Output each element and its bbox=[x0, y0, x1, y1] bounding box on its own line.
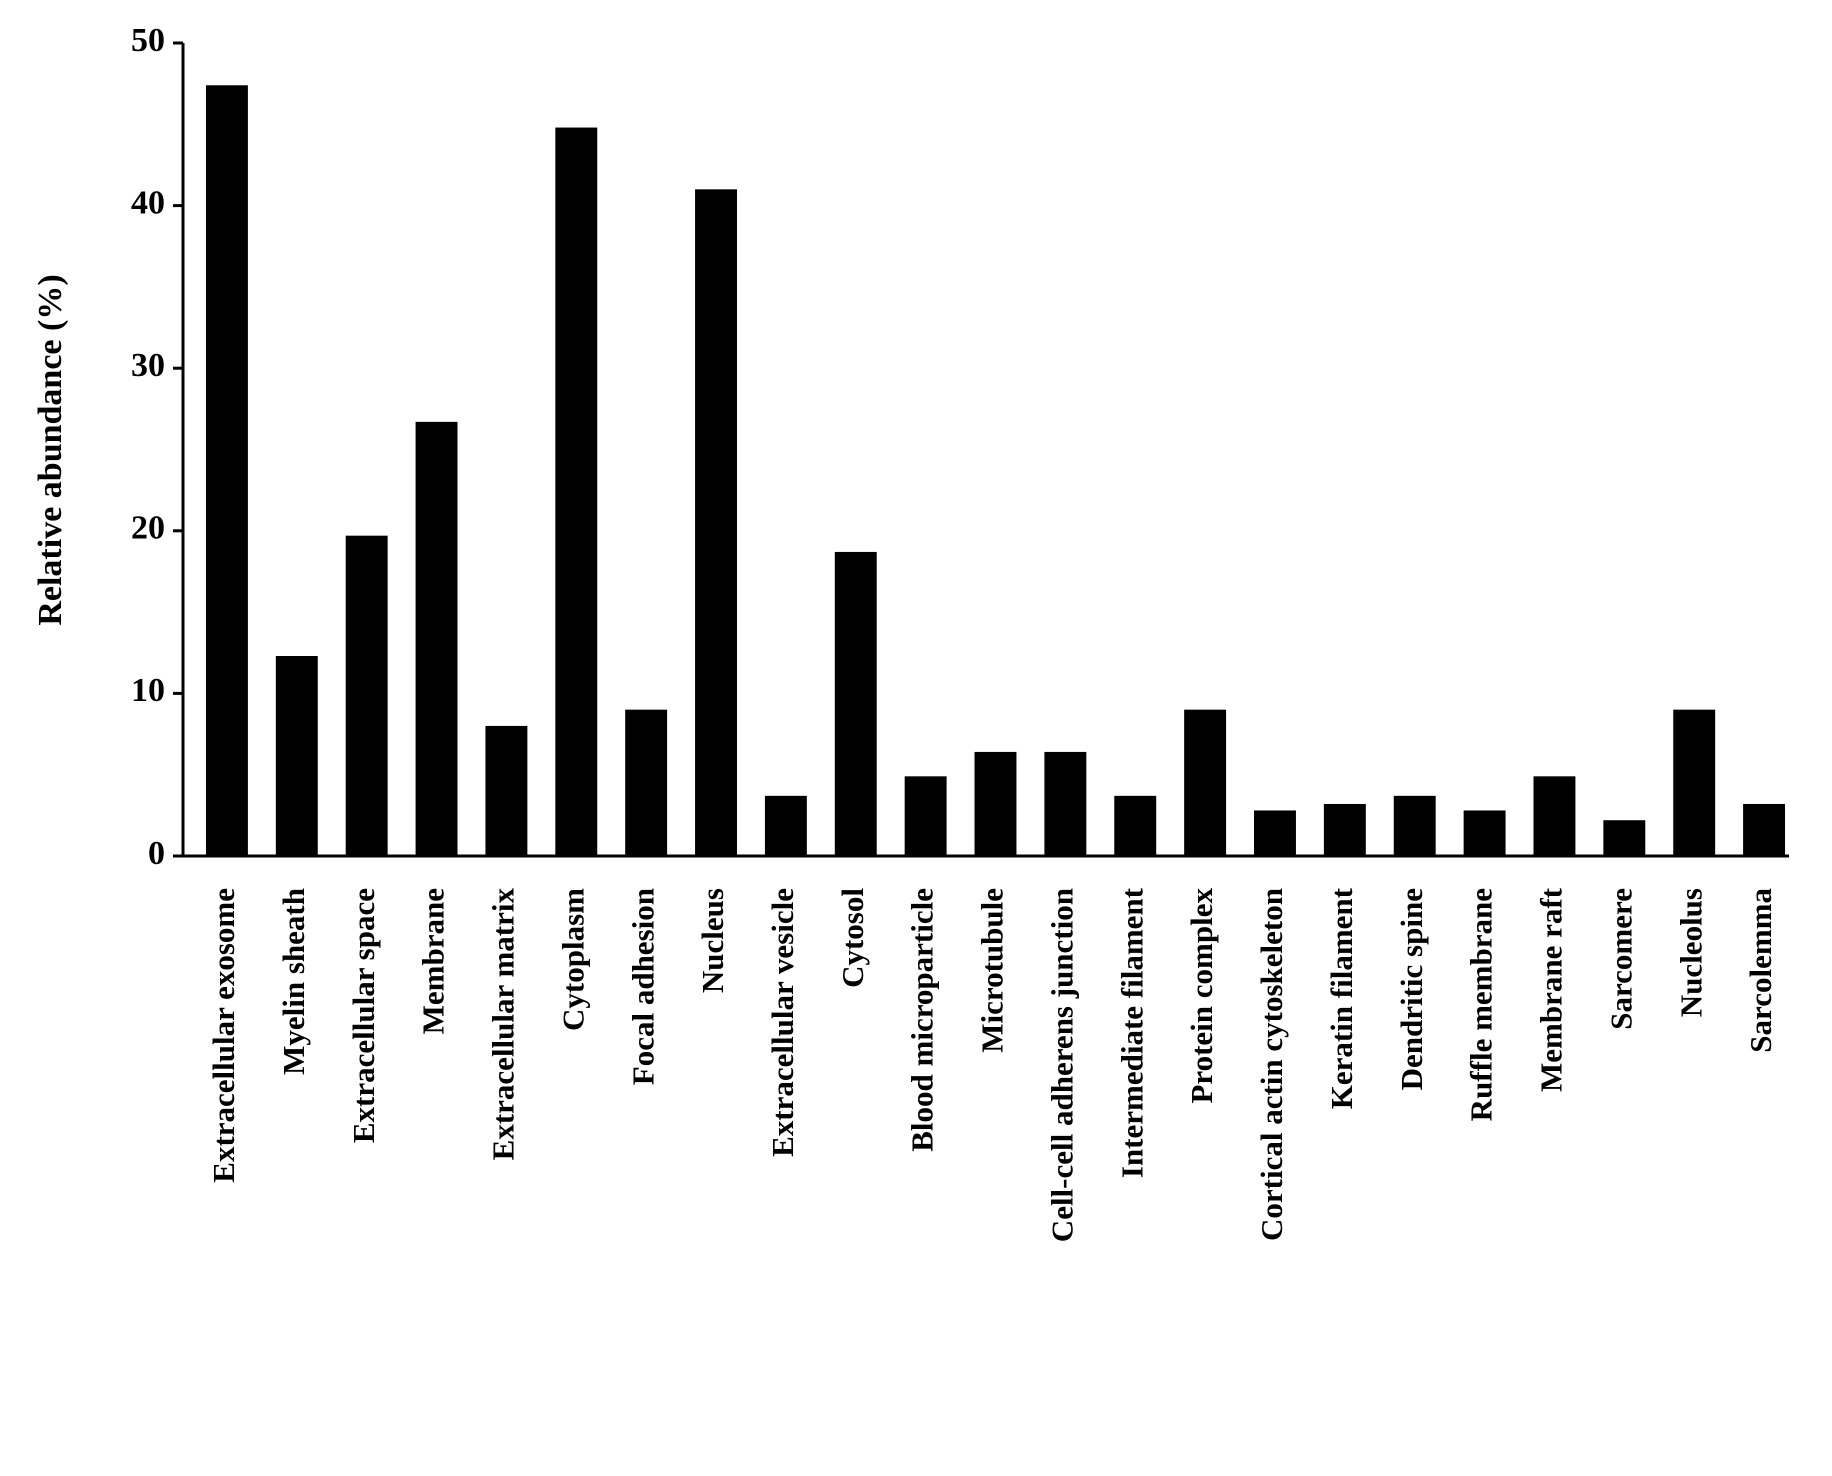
bar bbox=[974, 751, 1017, 856]
y-tick-label: 20 bbox=[131, 510, 165, 547]
bar bbox=[555, 127, 598, 856]
bar bbox=[1254, 810, 1296, 856]
x-tick-label: Focal adhesion bbox=[625, 888, 660, 1085]
bar bbox=[1603, 820, 1646, 856]
bar bbox=[275, 656, 318, 856]
bar bbox=[1463, 810, 1506, 856]
bar bbox=[345, 535, 388, 856]
x-tick-label: Ruffle membrane bbox=[1464, 888, 1499, 1121]
bar bbox=[1743, 803, 1786, 856]
x-tick-label: Extracellular vesicle bbox=[765, 888, 800, 1157]
x-tick-label: Cell-cell adherens junction bbox=[1044, 888, 1079, 1242]
bar bbox=[485, 725, 528, 856]
x-tick-label: Dendritic spine bbox=[1394, 888, 1429, 1090]
x-tick-label: Nucleus bbox=[695, 888, 730, 993]
y-tick-label: 50 bbox=[131, 22, 165, 59]
x-tick-label: Cytosol bbox=[835, 888, 870, 988]
x-tick-label: Microtubule bbox=[975, 888, 1010, 1053]
x-tick-label: Blood microparticle bbox=[905, 888, 940, 1152]
x-tick-label: Myelin sheath bbox=[276, 888, 311, 1075]
bar bbox=[415, 421, 458, 856]
y-tick-label: 10 bbox=[131, 672, 165, 709]
x-tick-label: Sarcomere bbox=[1603, 888, 1638, 1030]
bar bbox=[1393, 795, 1436, 856]
x-tick-label: Cortical actin cytoskeleton bbox=[1254, 888, 1289, 1241]
bar bbox=[1533, 776, 1576, 856]
x-tick-label: Intermediate filament bbox=[1114, 887, 1149, 1178]
y-tick-label: 0 bbox=[148, 835, 165, 872]
y-tick-label: 40 bbox=[131, 184, 165, 221]
bar bbox=[625, 709, 668, 856]
bar bbox=[764, 795, 807, 856]
x-tick-label: Sarcolemma bbox=[1743, 888, 1778, 1053]
x-tick-label: Keratin filament bbox=[1324, 887, 1359, 1109]
x-tick-label: Extracellular exosome bbox=[206, 888, 241, 1183]
bar bbox=[834, 551, 877, 856]
bar bbox=[205, 85, 248, 856]
x-tick-label: Membrane raft bbox=[1534, 887, 1569, 1092]
x-tick-label: Cytoplasm bbox=[555, 888, 590, 1031]
x-tick-label: Nucleolus bbox=[1673, 888, 1708, 1017]
bar bbox=[1323, 803, 1366, 856]
bar bbox=[904, 776, 947, 856]
x-tick-label: Membrane bbox=[416, 888, 451, 1034]
x-tick-label: Extracellular matrix bbox=[486, 888, 521, 1161]
x-tick-label: Protein complex bbox=[1184, 888, 1219, 1104]
bar bbox=[1044, 751, 1087, 856]
x-tick-label: Extracellular space bbox=[346, 888, 381, 1143]
bar bbox=[1673, 709, 1716, 856]
y-axis-label: Relative abundance (%) bbox=[32, 274, 69, 625]
y-tick-label: 30 bbox=[131, 347, 165, 384]
bar bbox=[1184, 709, 1227, 856]
bar bbox=[1114, 795, 1157, 856]
bar bbox=[695, 189, 737, 857]
